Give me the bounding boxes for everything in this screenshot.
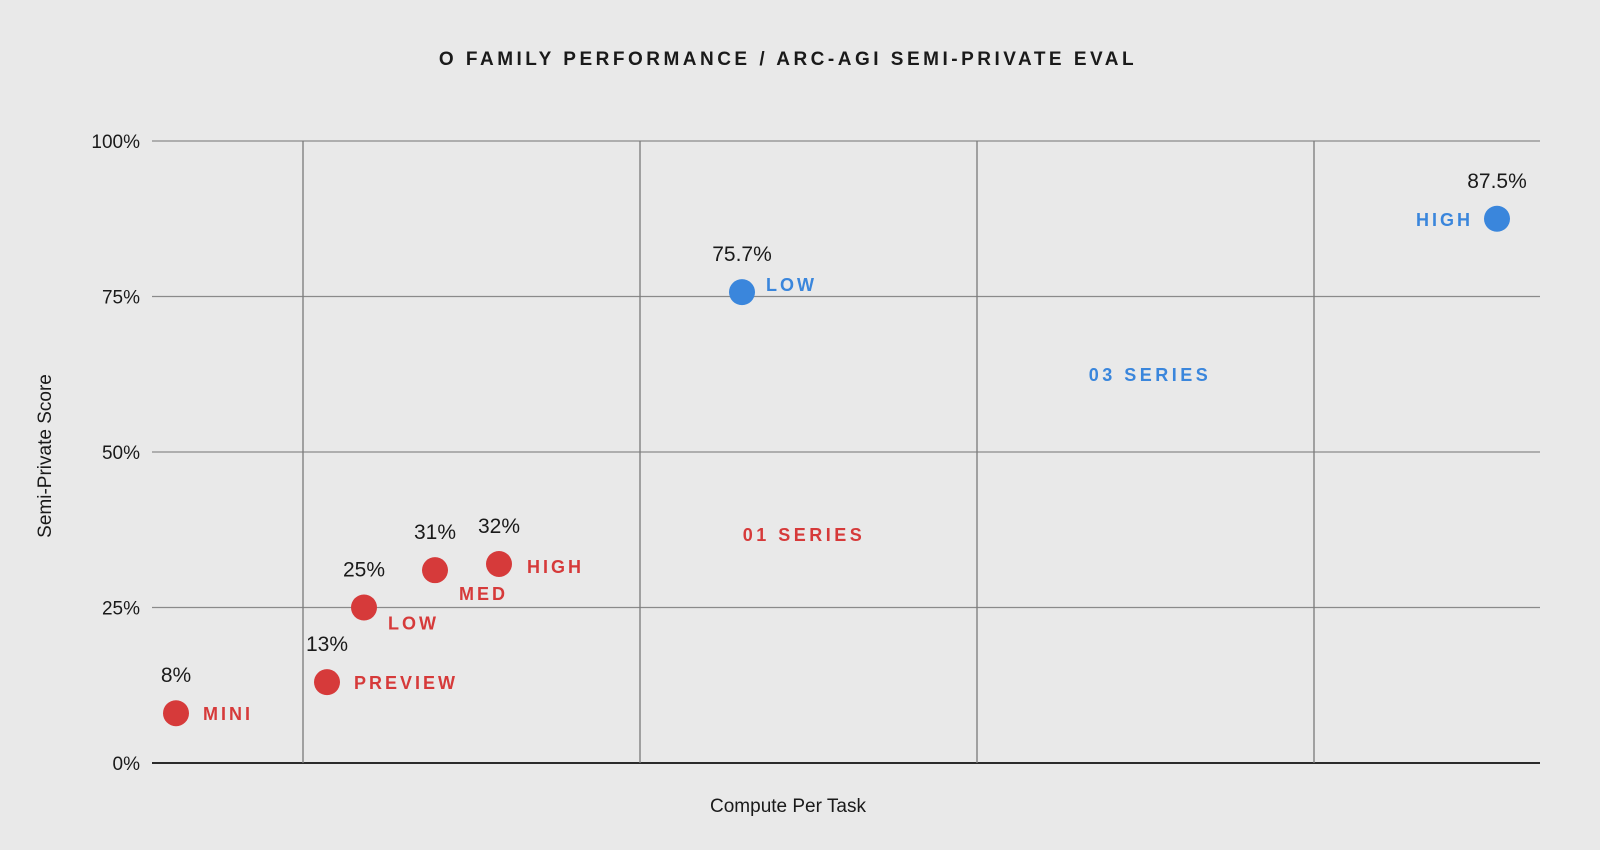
data-value-label: 32% [478,515,520,538]
data-point [163,700,189,727]
x-axis-label: Compute Per Task [710,796,866,817]
y-tick-label: 100% [91,132,140,153]
data-point [351,594,377,621]
series-label: 01 SERIES [743,525,866,545]
data-point-label: MINI [203,704,253,724]
data-point-label: PREVIEW [354,673,458,693]
data-point-label: LOW [388,614,439,634]
y-tick-label: 50% [102,443,140,464]
data-point [1484,205,1510,232]
data-point-label: MED [459,584,508,604]
series-labels: 01 SERIES 03 SERIES [743,365,1212,545]
data-point [486,550,512,577]
data-value-label: 8% [161,664,191,687]
y-axis-label: Semi-Private Score [35,374,56,538]
data-value-label: 87.5% [1467,170,1527,193]
series-label: 03 SERIES [1089,365,1212,385]
data-point-label: HIGH [1416,210,1473,230]
data-point-label: LOW [766,275,817,295]
data-value-label: 13% [306,633,348,656]
y-tick-label: 25% [102,599,140,620]
data-points: 8% MINI 13% PREVIEW 25% LOW 31% MED 32% HIGH 75.7%… [161,170,1527,727]
data-point [314,669,340,696]
y-axis-ticks: 0% 25% 50% 75% 100% [91,132,140,775]
chart-title: O FAMILY PERFORMANCE / ARC-AGI SEMI-PRIV… [439,49,1137,70]
grid [152,140,1540,764]
data-point [729,279,755,306]
data-value-label: 31% [414,521,456,544]
data-point-label: HIGH [527,557,584,577]
data-point [422,557,448,584]
y-tick-label: 75% [102,288,140,309]
data-value-label: 25% [343,559,385,582]
y-tick-label: 0% [113,754,141,775]
data-value-label: 75.7% [712,243,772,266]
